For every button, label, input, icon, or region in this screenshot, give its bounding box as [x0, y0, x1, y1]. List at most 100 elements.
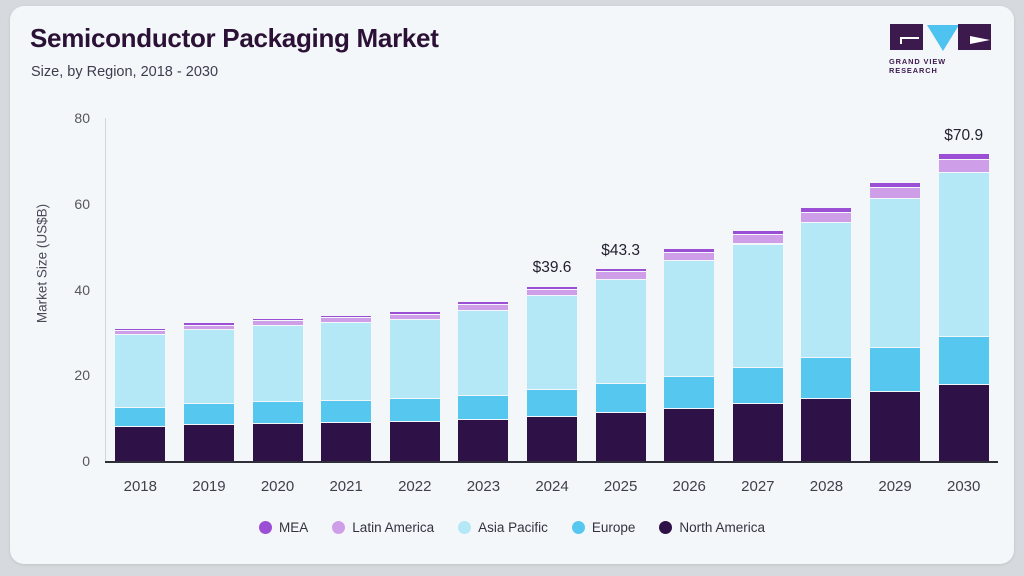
- bar-2023[interactable]: [458, 301, 509, 461]
- bar-segment-asia-pacific[interactable]: [115, 335, 166, 408]
- bar-segment-asia-pacific[interactable]: [389, 320, 440, 400]
- bar-segment-asia-pacific[interactable]: [801, 223, 852, 359]
- bar-2020[interactable]: [252, 318, 303, 461]
- bar-segment-asia-pacific[interactable]: [252, 325, 303, 403]
- bar-segment-asia-pacific[interactable]: [595, 279, 646, 384]
- x-axis-tick-2026: 2026: [672, 478, 706, 495]
- legend-item-latin-america[interactable]: Latin America: [332, 520, 434, 535]
- bar-segment-north-america[interactable]: [115, 427, 166, 461]
- bar-segment-mea[interactable]: [664, 249, 715, 254]
- bar-segment-north-america[interactable]: [938, 385, 989, 461]
- bar-segment-europe[interactable]: [458, 395, 509, 421]
- bar-2022[interactable]: [389, 312, 440, 461]
- bar-segment-north-america[interactable]: [389, 422, 440, 461]
- legend-label: Europe: [591, 520, 636, 535]
- bar-segment-asia-pacific[interactable]: [870, 199, 921, 348]
- bar-segment-latin-america[interactable]: [115, 331, 166, 336]
- chart-subtitle: Size, by Region, 2018 - 2030: [31, 64, 219, 80]
- bar-segment-north-america[interactable]: [183, 425, 234, 461]
- y-axis-tick-40: 40: [74, 281, 90, 298]
- bar-segment-north-america[interactable]: [870, 392, 921, 461]
- bar-segment-latin-america[interactable]: [938, 160, 989, 173]
- legend-label: Asia Pacific: [478, 520, 548, 535]
- x-axis-tick-2022: 2022: [398, 478, 432, 495]
- plot-area: Market Size (US$B) 0 20 40 60 80 2018 2019 202…: [10, 6, 1014, 564]
- bar-2028[interactable]: [801, 208, 852, 461]
- bar-segment-north-america[interactable]: [732, 404, 783, 461]
- bar-2021[interactable]: [321, 315, 372, 461]
- bar-segment-europe[interactable]: [183, 404, 234, 425]
- bar-segment-latin-america[interactable]: [595, 272, 646, 280]
- bar-segment-asia-pacific[interactable]: [183, 330, 234, 405]
- bar-segment-latin-america[interactable]: [321, 318, 372, 324]
- bar-segment-mea[interactable]: [801, 208, 852, 214]
- legend-swatch-icon: [332, 521, 346, 534]
- bar-segment-europe[interactable]: [595, 383, 646, 413]
- logo-r-arrow-icon: [970, 36, 990, 44]
- bar-segment-latin-america[interactable]: [458, 304, 509, 311]
- bar-segment-europe[interactable]: [938, 337, 989, 386]
- bar-segment-north-america[interactable]: [321, 423, 372, 461]
- bar-segment-europe[interactable]: [321, 401, 372, 424]
- legend-item-europe[interactable]: Europe: [571, 520, 636, 535]
- bar-segment-mea[interactable]: [870, 182, 921, 188]
- bar-segment-north-america[interactable]: [252, 423, 303, 461]
- bar-segment-mea[interactable]: [595, 268, 646, 273]
- x-axis-tick-2021: 2021: [329, 478, 363, 495]
- legend-item-mea[interactable]: MEA: [259, 520, 308, 535]
- bar-segment-europe[interactable]: [870, 347, 921, 393]
- bar-segment-latin-america[interactable]: [664, 253, 715, 262]
- bar-segment-latin-america[interactable]: [252, 321, 303, 326]
- x-axis-tick-2024: 2024: [535, 478, 569, 495]
- bar-segment-mea[interactable]: [183, 323, 234, 326]
- bar-segment-europe[interactable]: [389, 399, 440, 423]
- bar-value-label-2030: $70.9: [944, 127, 984, 144]
- bar-segment-mea[interactable]: [732, 231, 783, 236]
- chart-legend: MEA Latin America Asia Pacific Europe North …: [10, 520, 1014, 535]
- bar-segment-latin-america[interactable]: [870, 187, 921, 200]
- bar-segment-europe[interactable]: [664, 376, 715, 409]
- bar-segment-asia-pacific[interactable]: [732, 244, 783, 368]
- bar-segment-latin-america[interactable]: [732, 235, 783, 245]
- bar-segment-mea[interactable]: [938, 154, 989, 161]
- bar-2024[interactable]: [527, 286, 577, 461]
- bar-segment-mea[interactable]: [458, 301, 509, 305]
- bar-segment-europe[interactable]: [252, 402, 303, 424]
- bar-segment-europe[interactable]: [115, 407, 166, 428]
- x-axis-line: [105, 461, 998, 463]
- bar-segment-asia-pacific[interactable]: [321, 323, 372, 402]
- bar-segment-asia-pacific[interactable]: [527, 296, 577, 391]
- bar-2026[interactable]: [664, 249, 715, 461]
- bar-segment-mea[interactable]: [321, 315, 372, 319]
- legend-item-asia-pacific[interactable]: Asia Pacific: [458, 520, 548, 535]
- bar-segment-mea[interactable]: [389, 312, 440, 315]
- bar-segment-latin-america[interactable]: [183, 325, 234, 331]
- bar-segment-mea[interactable]: [527, 286, 577, 290]
- bar-segment-europe[interactable]: [527, 390, 577, 417]
- bar-segment-north-america[interactable]: [527, 416, 577, 461]
- y-axis-tick-80: 80: [74, 110, 90, 126]
- bar-2025[interactable]: [595, 268, 646, 461]
- bar-segment-north-america[interactable]: [458, 420, 509, 461]
- bar-segment-north-america[interactable]: [664, 408, 715, 461]
- bar-segment-latin-america[interactable]: [527, 289, 577, 297]
- bar-segment-europe[interactable]: [801, 358, 852, 399]
- bar-segment-north-america[interactable]: [801, 398, 852, 461]
- legend-item-north-america[interactable]: North America: [659, 520, 765, 535]
- bar-segment-latin-america[interactable]: [389, 314, 440, 321]
- x-axis-tick-2018: 2018: [123, 478, 157, 495]
- bar-segment-latin-america[interactable]: [801, 213, 852, 224]
- bar-2030[interactable]: [938, 154, 989, 461]
- bar-segment-asia-pacific[interactable]: [938, 172, 989, 338]
- x-axis-tick-2019: 2019: [192, 478, 226, 495]
- bar-segment-mea[interactable]: [252, 318, 303, 322]
- bar-segment-north-america[interactable]: [595, 412, 646, 461]
- bar-segment-mea[interactable]: [115, 328, 166, 332]
- bar-2019[interactable]: [183, 323, 234, 461]
- bar-2027[interactable]: [732, 231, 783, 461]
- bar-segment-asia-pacific[interactable]: [664, 261, 715, 377]
- bar-2029[interactable]: [870, 182, 921, 461]
- bar-2018[interactable]: [115, 328, 166, 461]
- bar-segment-asia-pacific[interactable]: [458, 310, 509, 396]
- bar-segment-europe[interactable]: [732, 367, 783, 405]
